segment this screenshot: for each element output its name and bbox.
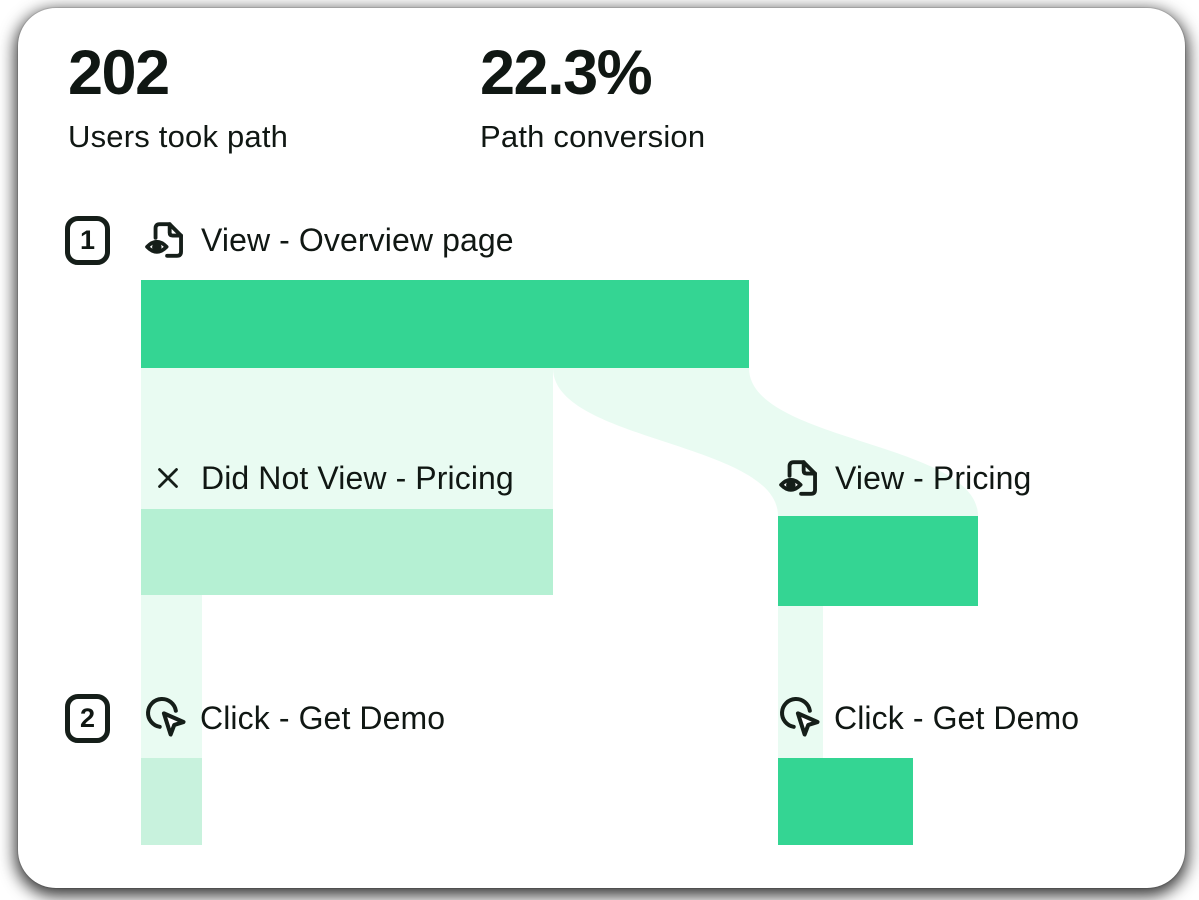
stat-value: 22.3%: [480, 38, 653, 108]
did-not-view-row: Did Not View - Pricing: [153, 456, 514, 500]
node-bar-click-get-demo-left[interactable]: [141, 758, 202, 845]
step-1-badge: 1: [65, 215, 110, 265]
flow-link-overview-to-didnotview: [141, 368, 553, 509]
stat-label: Users took path: [68, 119, 289, 154]
node-bar-did-not-view-pricing[interactable]: [141, 509, 553, 595]
view-pricing-row: View - Pricing: [778, 455, 1031, 501]
node-bar-overview[interactable]: [141, 280, 749, 368]
stat-users-took-path: 202 Users took path: [68, 42, 288, 155]
stat-value: 202: [68, 38, 170, 108]
step-1-number: 1: [79, 224, 96, 255]
node-label-did-not-view-pricing[interactable]: Did Not View - Pricing: [201, 459, 514, 496]
node-label-overview[interactable]: View - Overview page: [201, 221, 514, 258]
step-2-number: 2: [79, 702, 96, 733]
step2-row: 2 Click - Get Demo: [65, 693, 446, 743]
step1-row: 1 View - Overview page: [65, 214, 514, 266]
node-bar-view-pricing[interactable]: [778, 516, 978, 606]
page-view-icon: [144, 218, 188, 262]
node-label-click-get-demo-right[interactable]: Click - Get Demo: [834, 699, 1080, 736]
flow-link-overview-to-pricing: [553, 368, 978, 516]
step2-row-right: Click - Get Demo: [778, 695, 1079, 741]
page-view-icon: [778, 456, 822, 500]
node-label-view-pricing[interactable]: View - Pricing: [835, 459, 1032, 496]
click-icon: [144, 695, 190, 741]
click-icon: [778, 695, 824, 741]
node-label-click-get-demo-left[interactable]: Click - Get Demo: [200, 699, 446, 736]
x-icon: [153, 463, 183, 493]
step-2-badge: 2: [65, 693, 110, 743]
stat-path-conversion: 22.3% Path conversion: [480, 42, 705, 155]
flow-link-pricing-to-demo: [778, 606, 823, 758]
stat-label: Path conversion: [480, 119, 706, 154]
node-bar-click-get-demo-right[interactable]: [778, 758, 913, 845]
